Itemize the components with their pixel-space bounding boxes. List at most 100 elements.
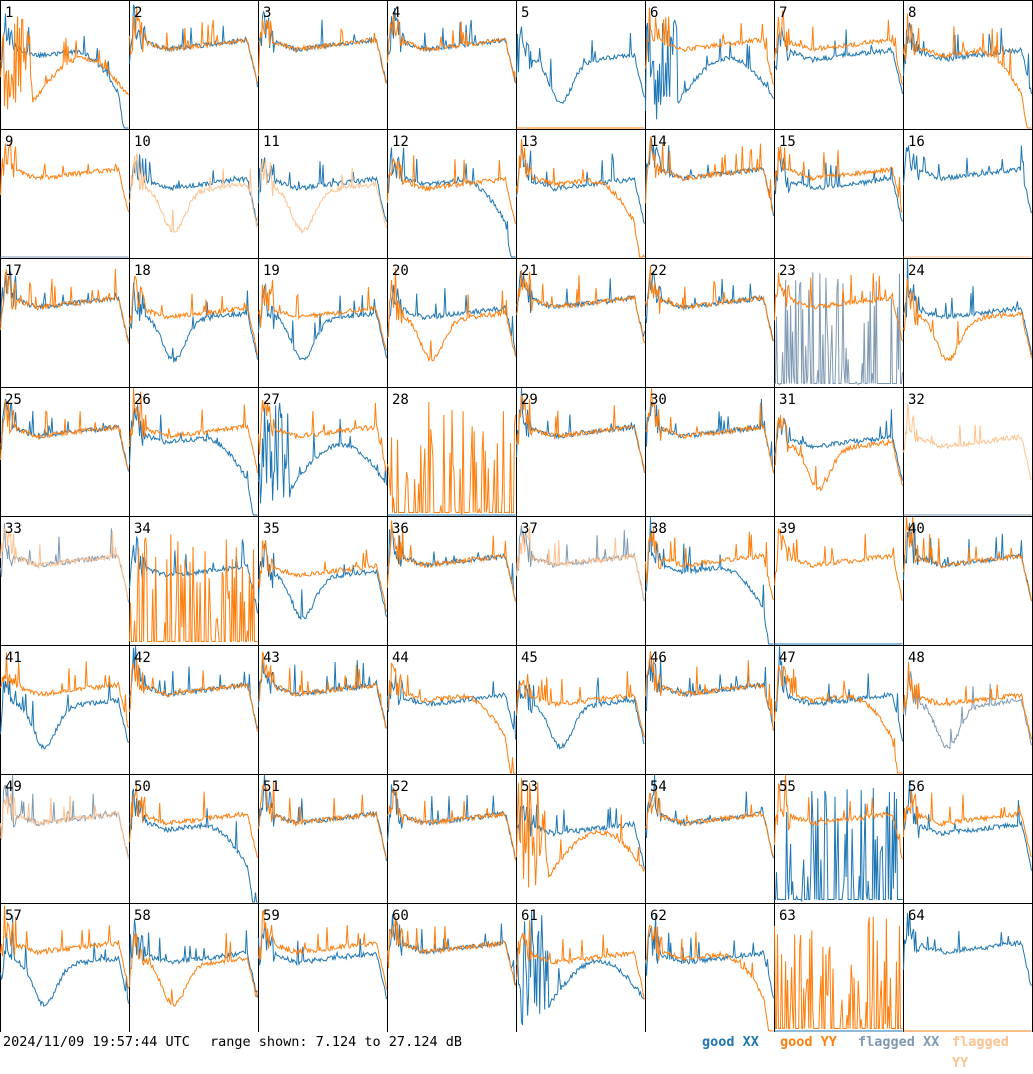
series-yy	[645, 265, 774, 341]
tile-frame	[387, 258, 517, 388]
series-yy	[0, 16, 129, 110]
series-yy	[0, 652, 129, 729]
series-xx	[516, 804, 645, 869]
tile-label: 18	[134, 263, 151, 279]
series-xx	[258, 540, 387, 620]
tile-label: 45	[521, 650, 538, 666]
tile-60: 60	[387, 903, 517, 1032]
tile-52: 52	[387, 774, 517, 904]
tile-32: 32	[903, 387, 1033, 517]
tile-frame	[129, 645, 259, 775]
series-yy	[774, 146, 903, 213]
series-yy	[0, 528, 129, 600]
series-yy	[387, 520, 516, 603]
series-yy	[645, 650, 774, 731]
tile-label: 46	[650, 650, 667, 666]
tile-label: 56	[908, 779, 925, 795]
tile-41: 41	[0, 645, 130, 775]
tile-label: 16	[908, 134, 925, 150]
series-yy	[645, 136, 774, 213]
tile-label: 31	[779, 392, 796, 408]
tile-34: 34	[129, 516, 259, 646]
tile-18: 18	[129, 258, 259, 388]
tile-40: 40	[903, 516, 1033, 646]
series-yy	[516, 526, 645, 601]
tile-20: 20	[387, 258, 517, 388]
range-label: range shown: 7.124 to 27.124 dB	[210, 1034, 462, 1050]
tile-23: 23	[774, 258, 904, 388]
series-yy	[516, 138, 645, 258]
tile-frame	[387, 516, 517, 646]
series-xx	[516, 146, 645, 224]
tile-label: 3	[263, 5, 271, 21]
series-xx	[903, 145, 1032, 214]
tile-label: 63	[779, 908, 796, 924]
series-yy	[129, 658, 258, 732]
tile-59: 59	[258, 903, 388, 1032]
tile-frame	[258, 516, 388, 646]
tile-58: 58	[129, 903, 259, 1032]
series-yy	[774, 774, 903, 860]
tile-50: 50	[129, 774, 259, 904]
series-yy	[516, 671, 645, 738]
tile-frame	[903, 258, 1033, 388]
tile-label: 37	[521, 521, 538, 537]
series-xx	[645, 9, 774, 120]
tile-frame	[645, 0, 775, 130]
legend-flagged-xx: flagged XX	[858, 1034, 940, 1050]
series-yy	[129, 7, 258, 84]
tile-15: 15	[774, 129, 904, 259]
tile-label: 19	[263, 263, 280, 279]
tile-frame	[903, 774, 1033, 904]
tile-frame	[645, 129, 775, 259]
tile-frame	[387, 129, 517, 259]
tile-label: 9	[5, 134, 13, 150]
tile-44: 44	[387, 645, 517, 775]
tile-label: 10	[134, 134, 151, 150]
tile-38: 38	[645, 516, 775, 646]
series-xx	[387, 147, 516, 258]
tile-label: 40	[908, 521, 925, 537]
tile-label: 32	[908, 392, 925, 408]
tile-56: 56	[903, 774, 1033, 904]
series-xx	[516, 909, 645, 1026]
tile-label: 7	[779, 5, 787, 21]
series-xx	[129, 788, 258, 903]
tile-label: 4	[392, 5, 400, 21]
tile-label: 24	[908, 263, 925, 279]
series-yy	[387, 267, 516, 362]
series-yy	[903, 789, 1032, 858]
series-yy	[774, 916, 903, 1030]
tile-frame	[903, 387, 1033, 517]
series-yy	[0, 793, 129, 860]
tile-frame	[129, 387, 259, 517]
tile-17: 17	[0, 258, 130, 388]
tile-frame	[516, 0, 646, 130]
tile-49: 49	[0, 774, 130, 904]
tile-28: 28	[387, 387, 517, 517]
legend-good-yy: good YY	[780, 1034, 837, 1050]
tile-2: 2	[129, 0, 259, 130]
tile-label: 47	[779, 650, 796, 666]
series-xx	[129, 919, 258, 998]
tile-frame	[129, 0, 259, 130]
series-xx	[129, 404, 258, 516]
series-yy	[516, 395, 645, 473]
tile-frame	[129, 903, 259, 1032]
tile-frame	[645, 258, 775, 388]
footer: 2024/11/09 19:57:44 UTC range shown: 7.1…	[0, 1032, 1033, 1071]
tile-frame	[387, 0, 517, 130]
tile-label: 30	[650, 392, 667, 408]
series-xx	[774, 409, 903, 481]
series-yy	[387, 916, 516, 986]
series-yy	[903, 278, 1032, 362]
tile-label: 38	[650, 521, 667, 537]
tile-label: 17	[5, 263, 22, 279]
tile-3: 3	[258, 0, 388, 130]
series-yy	[645, 788, 774, 858]
series-xx	[0, 914, 129, 1007]
tile-21: 21	[516, 258, 646, 388]
series-xx	[516, 677, 645, 750]
tile-7: 7	[774, 0, 904, 130]
tile-43: 43	[258, 645, 388, 775]
